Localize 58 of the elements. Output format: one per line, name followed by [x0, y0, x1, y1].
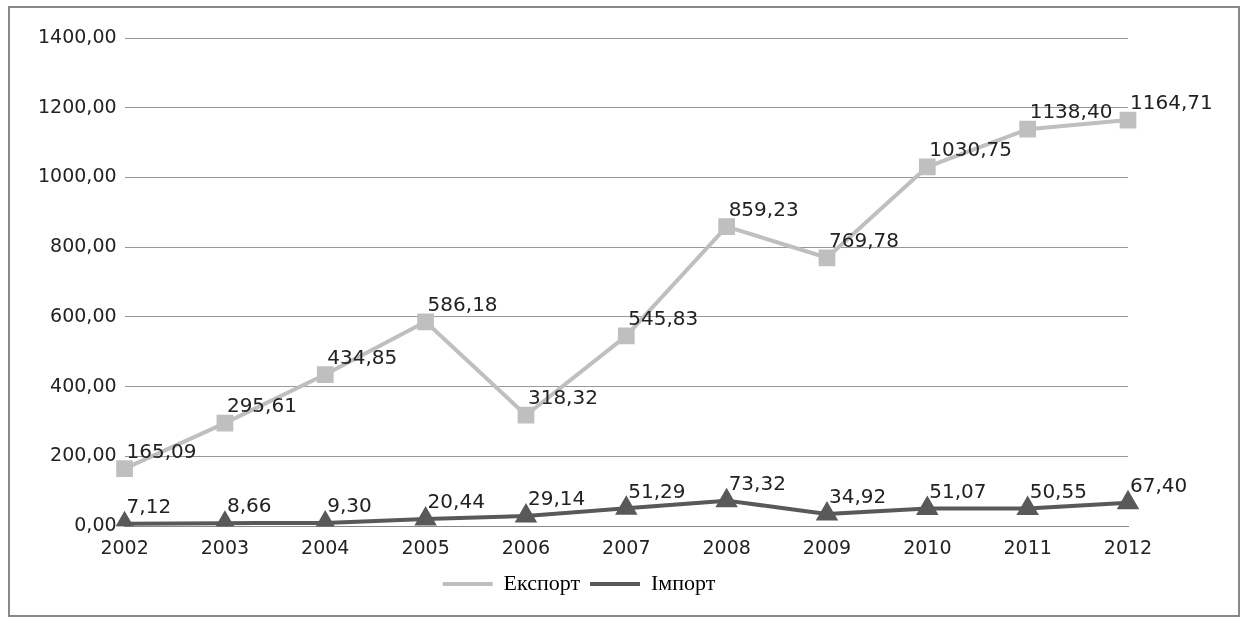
- x-tick-label: 2010: [903, 535, 952, 558]
- y-tick-label: 0,00: [74, 513, 117, 536]
- data-label: 295,61: [226, 393, 297, 418]
- y-tick-label: 400,00: [50, 373, 117, 396]
- data-label: 73,32: [728, 470, 786, 495]
- point: [1119, 111, 1137, 129]
- point: [417, 313, 434, 331]
- data-label: 769,78: [828, 227, 899, 252]
- y-tick-label: 1200,00: [37, 94, 117, 117]
- point: [617, 327, 635, 345]
- point: [918, 158, 936, 176]
- x-tick-label: 2009: [802, 535, 852, 558]
- data-label: 51,07: [929, 478, 987, 503]
- y-tick-label: 1400,00: [37, 24, 117, 47]
- x-tick-label: 2002: [100, 535, 149, 558]
- y-tick-label: 800,00: [50, 234, 117, 257]
- data-label: 165,09: [126, 438, 197, 463]
- point: [215, 512, 235, 527]
- x-tick-label: 2007: [602, 535, 651, 558]
- data-label: 1138,40: [1029, 99, 1113, 124]
- point: [516, 505, 536, 523]
- point: [116, 460, 133, 477]
- x-tick-label: 2008: [702, 535, 751, 558]
- data-label: 859,23: [728, 196, 799, 221]
- data-label: 67,40: [1130, 472, 1188, 497]
- legend-label: Експорт: [503, 569, 581, 595]
- x-tick-label: 2011: [1003, 535, 1052, 558]
- data-label: 8,66: [226, 493, 272, 518]
- point: [517, 406, 535, 424]
- point: [415, 508, 436, 526]
- x-tick-label: 2006: [501, 535, 551, 558]
- y-tick-label: 1000,00: [37, 164, 117, 187]
- data-label: 545,83: [628, 306, 699, 331]
- y-tick-label: 200,00: [50, 443, 117, 466]
- point: [718, 218, 735, 235]
- data-label: 20,44: [427, 489, 485, 514]
- data-label: 586,18: [427, 291, 498, 316]
- data-label: 318,32: [527, 385, 598, 410]
- data-label: 34,92: [828, 484, 887, 509]
- point: [316, 366, 334, 383]
- x-tick-label: 2003: [200, 535, 250, 558]
- point: [817, 503, 837, 521]
- y-tick-label: 600,00: [50, 303, 117, 326]
- data-label: 29,14: [527, 486, 586, 511]
- x-tick-label: 2012: [1103, 535, 1153, 558]
- x-tick-label: 2004: [301, 535, 350, 558]
- legend-label: Імпорт: [651, 569, 716, 595]
- data-label: 7,12: [126, 493, 172, 518]
- point: [216, 414, 234, 432]
- data-label: 50,55: [1029, 478, 1087, 503]
- x-tick-label: 2005: [401, 535, 450, 558]
- data-label: 51,29: [628, 478, 686, 503]
- point: [818, 249, 836, 267]
- point: [1019, 120, 1037, 138]
- data-label: 1030,75: [929, 136, 1013, 161]
- data-label: 434,85: [327, 344, 398, 369]
- data-label: 9,30: [327, 493, 372, 518]
- data-label: 1164,71: [1130, 90, 1213, 115]
